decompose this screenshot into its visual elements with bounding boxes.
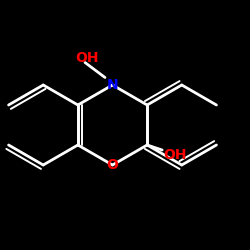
Text: OH: OH xyxy=(163,148,186,162)
Text: O: O xyxy=(106,158,118,172)
Text: N: N xyxy=(107,78,118,92)
Text: OH: OH xyxy=(76,50,99,64)
